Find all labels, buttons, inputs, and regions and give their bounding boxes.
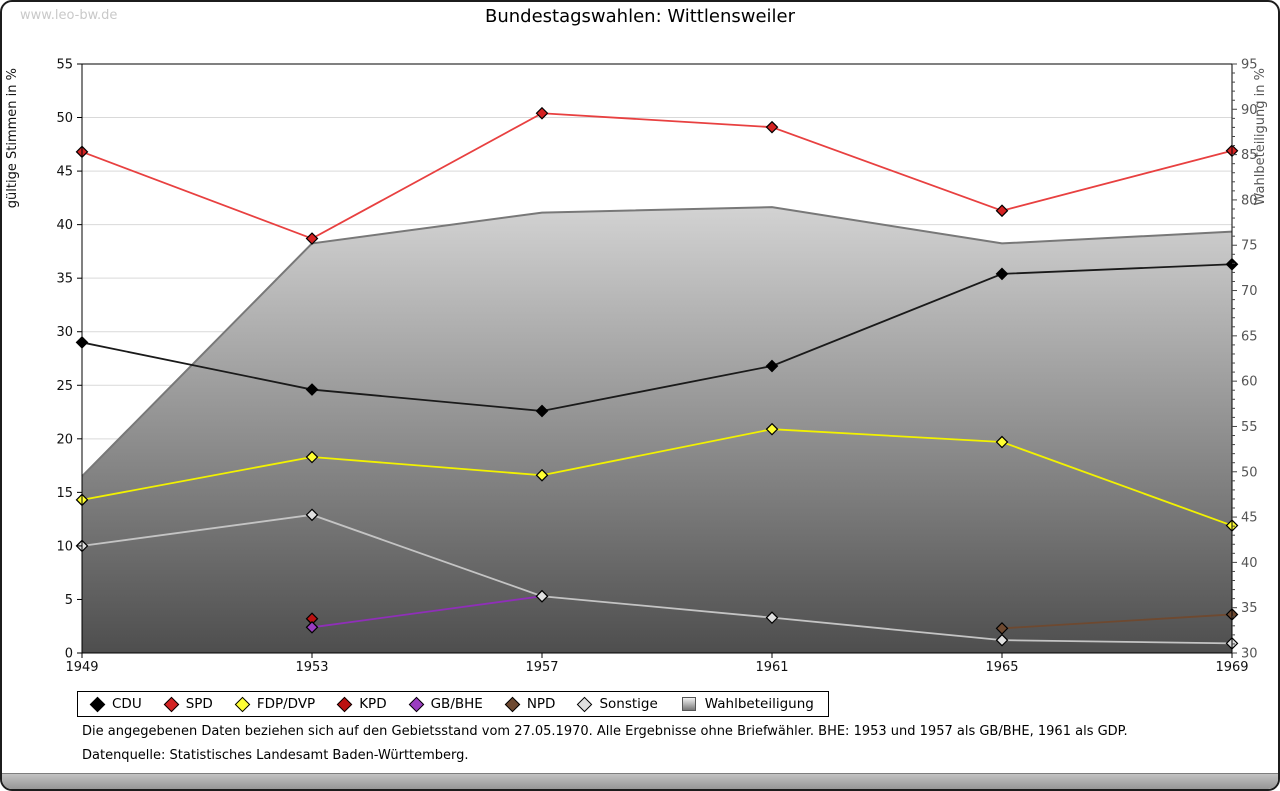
legend-marker-diamond bbox=[234, 696, 251, 712]
x-tick-label: 1961 bbox=[755, 660, 788, 675]
right-tick-label: 85 bbox=[1241, 148, 1258, 163]
legend-label: KPD bbox=[359, 696, 387, 712]
right-tick-label: 55 bbox=[1241, 420, 1258, 435]
left-tick-label: 45 bbox=[56, 165, 73, 180]
turnout-area-top-line bbox=[81, 206, 1233, 478]
x-tick-label: 1953 bbox=[295, 660, 328, 675]
legend-label: Sonstige bbox=[599, 696, 658, 712]
left-tick-label: 25 bbox=[56, 379, 73, 394]
series-line-cdu bbox=[81, 263, 1233, 412]
left-tick-label: 55 bbox=[56, 58, 73, 73]
data-point-fdp-dvp-1957 bbox=[535, 468, 549, 482]
legend-label: Wahlbeteiligung bbox=[704, 696, 814, 712]
data-point-cdu-1953 bbox=[305, 383, 319, 396]
left-tick-label: 20 bbox=[56, 432, 73, 447]
x-tick-label: 1949 bbox=[65, 660, 98, 675]
legend-item-wahlbeteiligung: Wahlbeteiligung bbox=[681, 696, 814, 712]
legend-marker-diamond bbox=[408, 696, 424, 712]
chart-legend: CDU SPD FDP/DVP KPD GB/BHE NPD Sonstige Wahlbet… bbox=[77, 691, 829, 717]
legend-item-spd: SPD bbox=[163, 696, 213, 712]
bottom-bar bbox=[2, 773, 1278, 789]
data-point-gb-bhe-1953 bbox=[305, 620, 319, 634]
series-line-sonstige bbox=[81, 513, 1233, 645]
legend-item-kpd: KPD bbox=[336, 696, 387, 712]
data-point-cdu-1957 bbox=[535, 404, 549, 418]
data-point-spd-1961 bbox=[765, 120, 779, 134]
right-tick-label: 65 bbox=[1241, 329, 1258, 344]
legend-marker-square bbox=[681, 697, 696, 711]
legend-marker-diamond bbox=[577, 696, 593, 712]
data-point-spd-1957 bbox=[535, 106, 549, 120]
right-tick-label: 75 bbox=[1241, 239, 1258, 254]
data-point-fdp-dvp-1961 bbox=[765, 422, 779, 436]
turnout-area bbox=[82, 207, 1232, 653]
legend-item-cdu: CDU bbox=[89, 696, 142, 712]
series-line-gb-bhe bbox=[311, 595, 543, 629]
right-tick-label: 95 bbox=[1241, 58, 1258, 73]
legend-marker-diamond bbox=[163, 696, 179, 712]
data-point-spd-1965 bbox=[995, 204, 1009, 218]
data-point-cdu-1965 bbox=[995, 267, 1009, 281]
footnote-gebietsstand: Die angegebenen Daten beziehen sich auf … bbox=[82, 724, 1128, 739]
right-tick-label: 45 bbox=[1241, 511, 1258, 526]
page-title: Bundestagswahlen: Wittlensweiler bbox=[484, 6, 796, 27]
data-point-cdu-1961 bbox=[765, 359, 779, 373]
right-tick-label: 80 bbox=[1241, 193, 1258, 208]
right-tick-label: 40 bbox=[1241, 556, 1258, 571]
series-line-fdp-dvp bbox=[81, 428, 1233, 527]
footnote-datenquelle: Datenquelle: Statistisches Landesamt Bad… bbox=[82, 748, 469, 763]
x-tick-label: 1965 bbox=[985, 660, 1018, 675]
series-line-npd bbox=[1001, 613, 1233, 630]
legend-label: CDU bbox=[112, 696, 142, 712]
right-tick-label: 70 bbox=[1241, 284, 1258, 299]
right-axis-title: Wahlbeteiligung in % bbox=[1253, 68, 1268, 205]
data-point-sonstige-1953 bbox=[305, 508, 319, 522]
x-tick-label: 1969 bbox=[1215, 660, 1248, 675]
data-point-spd-1953 bbox=[305, 232, 319, 245]
legend-item-npd: NPD bbox=[504, 696, 556, 712]
right-tick-label: 50 bbox=[1241, 465, 1258, 480]
right-tick-label: 90 bbox=[1241, 103, 1258, 118]
legend-marker-diamond bbox=[89, 696, 106, 712]
data-point-fdp-dvp-1953 bbox=[305, 450, 319, 464]
left-tick-label: 5 bbox=[65, 593, 73, 608]
legend-item-fdp-dvp: FDP/DVP bbox=[234, 696, 316, 712]
legend-label: NPD bbox=[526, 696, 556, 712]
data-point-sonstige-1961 bbox=[765, 611, 779, 625]
data-point-sonstige-1965 bbox=[995, 633, 1009, 647]
watermark: www.leo-bw.de bbox=[20, 8, 118, 23]
left-tick-label: 40 bbox=[56, 218, 73, 233]
left-tick-label: 35 bbox=[56, 272, 73, 287]
legend-label: FDP/DVP bbox=[256, 696, 316, 712]
legend-item-gb-bhe: GB/BHE bbox=[408, 696, 483, 712]
data-point-fdp-dvp-1965 bbox=[995, 435, 1009, 449]
legend-label: SPD bbox=[185, 696, 213, 712]
left-tick-label: 10 bbox=[56, 539, 73, 554]
legend-item-sonstige: Sonstige bbox=[577, 696, 658, 712]
legend-label: GB/BHE bbox=[430, 696, 483, 712]
legend-marker-diamond bbox=[336, 696, 353, 712]
left-tick-label: 0 bbox=[65, 647, 73, 662]
left-tick-label: 15 bbox=[56, 486, 73, 501]
left-axis-title: gültige Stimmen in % bbox=[5, 68, 20, 208]
plot-border bbox=[81, 63, 1233, 654]
right-tick-label: 60 bbox=[1241, 375, 1258, 390]
right-tick-label: 30 bbox=[1241, 647, 1258, 662]
x-tick-label: 1957 bbox=[525, 660, 558, 675]
right-tick-label: 35 bbox=[1241, 601, 1258, 616]
left-tick-label: 30 bbox=[56, 325, 73, 340]
data-point-sonstige-1957 bbox=[535, 589, 549, 603]
left-tick-label: 50 bbox=[56, 111, 73, 126]
series-line-spd bbox=[81, 112, 1233, 240]
legend-marker-diamond bbox=[504, 696, 521, 712]
